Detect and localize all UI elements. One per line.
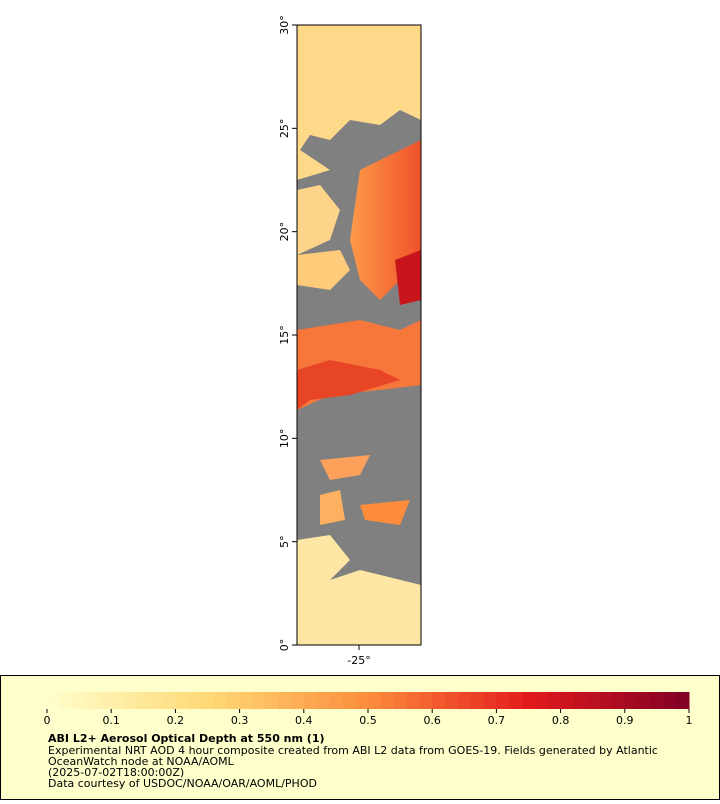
colorbar-step xyxy=(239,692,253,709)
colorbar-step xyxy=(329,692,343,709)
colorbar-step xyxy=(611,692,626,709)
legend-note: OceanWatch node at NOAA/AOML xyxy=(48,755,235,768)
colorbar-step xyxy=(124,692,138,709)
colorbar-step xyxy=(342,692,356,709)
colorbar-step xyxy=(509,692,523,709)
colorbar-step xyxy=(355,692,369,709)
colorbar-step xyxy=(663,692,677,709)
colorbar-step xyxy=(470,692,485,709)
colorbar-tick-label: 0 xyxy=(44,714,51,727)
colorbar-step xyxy=(149,692,164,709)
colorbar-step xyxy=(445,692,459,709)
colorbar-step xyxy=(457,692,472,709)
colorbar-step xyxy=(599,692,613,709)
colorbar-tick-label: 0.4 xyxy=(295,714,313,727)
colorbar-step xyxy=(303,692,318,709)
colorbar-step xyxy=(278,692,292,709)
colorbar-step xyxy=(136,692,151,709)
legend-title: ABI L2+ Aerosol Optical Depth at 550 nm … xyxy=(48,732,325,745)
colorbar-step xyxy=(393,692,408,709)
y-tick-label: 20° xyxy=(278,222,291,242)
colorbar-tick-label: 0.5 xyxy=(359,714,377,727)
colorbar-step xyxy=(637,692,651,709)
colorbar-step xyxy=(226,692,241,709)
colorbar-step xyxy=(432,692,446,709)
colorbar-step xyxy=(201,692,215,709)
colorbar-tick-label: 1 xyxy=(686,714,693,727)
legend-note: Experimental NRT AOD 4 hour composite cr… xyxy=(48,744,658,757)
colorbar-step xyxy=(419,692,433,709)
colorbar-step xyxy=(676,692,690,709)
colorbar-tick-label: 0.1 xyxy=(102,714,120,727)
colorbar-tick-label: 0.6 xyxy=(423,714,441,727)
aod-imagery xyxy=(297,25,421,645)
colorbar-step xyxy=(47,692,61,709)
colorbar-step xyxy=(547,692,562,709)
colorbar-step xyxy=(213,692,228,709)
colorbar-step xyxy=(586,692,600,709)
colorbar-step xyxy=(111,692,125,709)
y-tick-label: 0° xyxy=(278,639,291,652)
y-tick-label: 5° xyxy=(278,535,291,548)
colorbar-tick-label: 0.9 xyxy=(616,714,634,727)
colorbar-step xyxy=(72,692,87,709)
y-tick-label: 15° xyxy=(278,325,291,345)
colorbar-step xyxy=(522,692,536,709)
colorbar-step xyxy=(624,692,639,709)
x-tick-label: -25° xyxy=(347,654,370,667)
legend-note: (2025-07-02T18:00:00Z) xyxy=(48,766,184,779)
colorbar-tick-label: 0.2 xyxy=(167,714,185,727)
colorbar-step xyxy=(573,692,587,709)
colorbar-step xyxy=(496,692,510,709)
colorbar-step xyxy=(59,692,74,709)
colorbar-tick-label: 0.8 xyxy=(552,714,570,727)
colorbar-step xyxy=(368,692,382,709)
y-tick-label: 10° xyxy=(278,429,291,449)
colorbar-step xyxy=(162,692,176,709)
colorbar-tick-label: 0.3 xyxy=(231,714,249,727)
colorbar-tick-label: 0.7 xyxy=(488,714,506,727)
colorbar-step xyxy=(560,692,574,709)
y-tick-label: 25° xyxy=(278,119,291,139)
y-tick-label: 30° xyxy=(278,15,291,35)
colorbar-step xyxy=(316,692,330,709)
legend-note: Data courtesy of USDOC/NOAA/OAR/AOML/PHO… xyxy=(48,777,317,790)
colorbar-step xyxy=(265,692,279,709)
colorbar-step xyxy=(380,692,395,709)
colorbar-step xyxy=(188,692,202,709)
colorbar-step xyxy=(252,692,266,709)
colorbar-step xyxy=(534,692,549,709)
colorbar-step xyxy=(406,692,420,709)
colorbar-step xyxy=(175,692,189,709)
colorbar-step xyxy=(85,692,99,709)
colorbar-step xyxy=(483,692,497,709)
colorbar-step xyxy=(98,692,112,709)
colorbar-step xyxy=(290,692,305,709)
colorbar-step xyxy=(650,692,664,709)
